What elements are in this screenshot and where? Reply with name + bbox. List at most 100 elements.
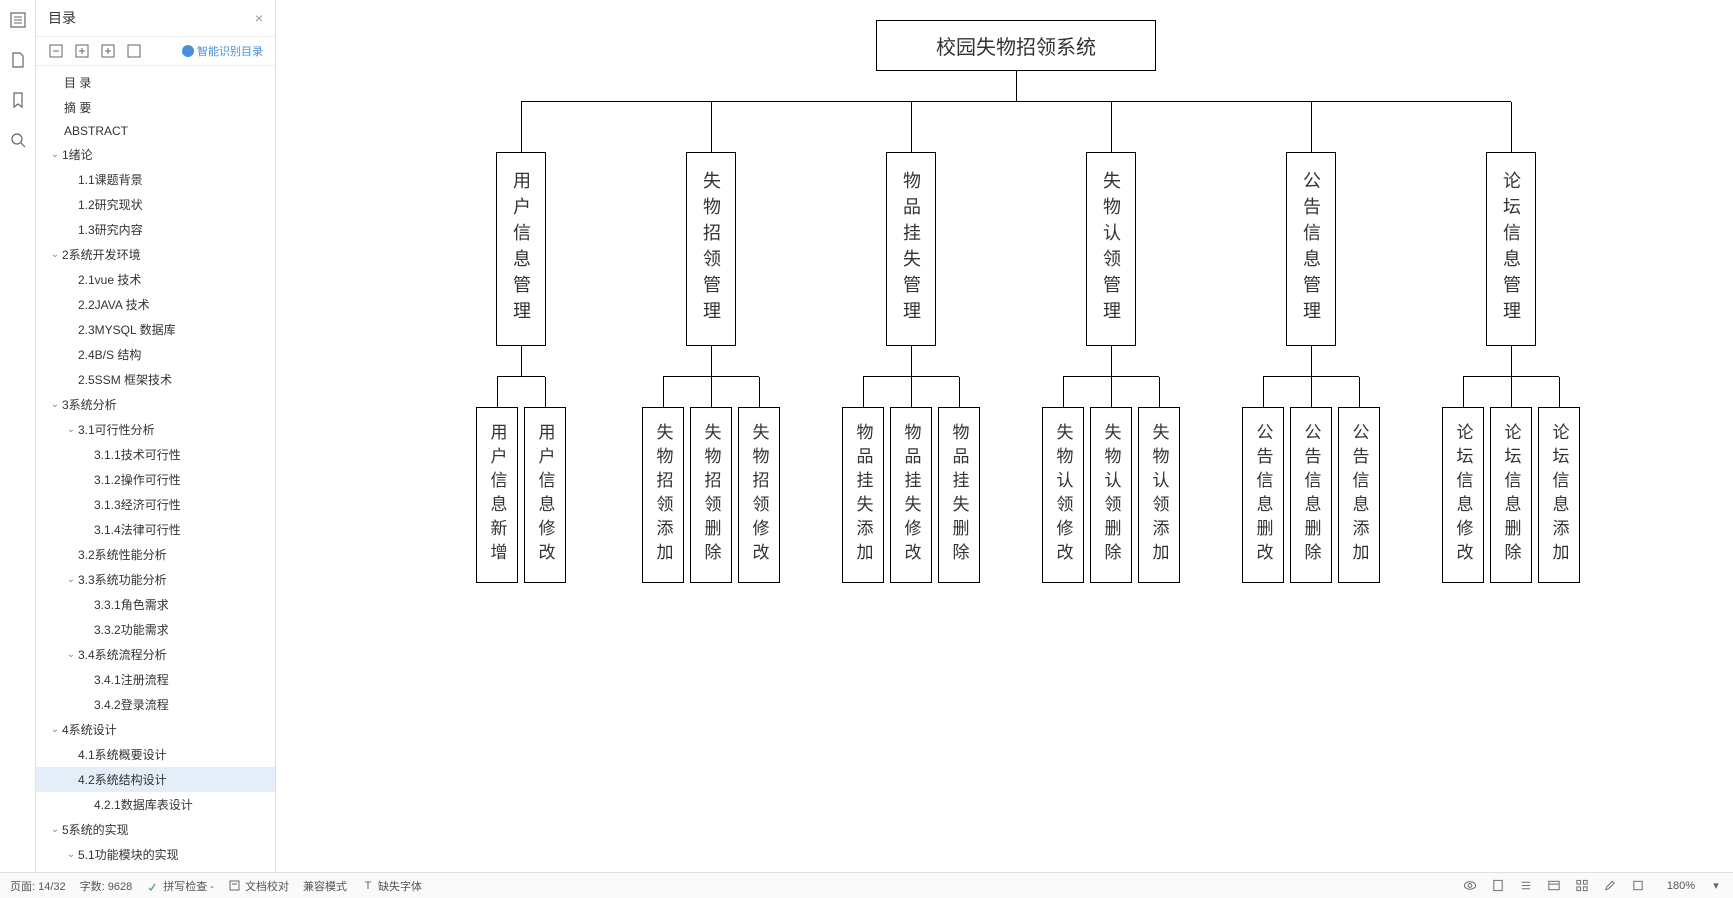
toc-item-label: 3.3系统功能分析 [78,571,167,588]
toc-item[interactable]: 2.1vue 技术 [36,267,275,292]
toc-item[interactable]: ABSTRACT [36,120,275,142]
view-web-icon[interactable] [1547,879,1561,893]
toc-item[interactable]: 1.1课题背景 [36,167,275,192]
diagram-branch: 公告信息管理公告信息删改公告信息删除公告信息添加 [1211,102,1411,583]
chevron-down-icon[interactable]: ⌄ [48,724,62,735]
diagram-sub-box: 用户信息新增 [476,407,518,583]
diagram-sub-box: 物品挂失修改 [890,407,932,583]
toc-item[interactable]: 3.2系统性能分析 [36,542,275,567]
toc-item[interactable]: 3.4.1注册流程 [36,667,275,692]
diagram-branch: 物品挂失管理物品挂失添加物品挂失修改物品挂失删除 [811,102,1011,583]
toc-item[interactable]: 3.3.2功能需求 [36,617,275,642]
toc-item[interactable]: ⌄3.3系统功能分析 [36,567,275,592]
settings-icon[interactable] [126,43,142,59]
toc-item[interactable]: 目 录 [36,70,275,95]
toc-item-label: 4.2.1数据库表设计 [94,796,193,813]
diagram-sub-box: 公告信息删改 [1242,407,1284,583]
close-icon[interactable]: × [255,10,263,26]
expand-all-icon[interactable] [74,43,90,59]
toc-item[interactable]: 3.1.4法律可行性 [36,517,275,542]
diagram-root-box: 校园失物招领系统 [876,20,1156,71]
spellcheck-toggle[interactable]: 拼写检查 - [146,878,214,894]
toc-item-label: 3.1.1技术可行性 [94,446,181,463]
toc-item[interactable]: 3.1.1技术可行性 [36,442,275,467]
chevron-down-icon[interactable]: ⌄ [64,849,78,860]
toc-item[interactable]: ⌄3.4系统流程分析 [36,642,275,667]
zoom-fit-icon[interactable] [1631,879,1645,893]
word-count[interactable]: 字数: 9628 [80,878,133,894]
toc-item-label: ABSTRACT [64,124,128,138]
diagram-sub-box: 论坛信息修改 [1442,407,1484,583]
toc-item[interactable]: ⌄5系统的实现 [36,817,275,842]
diagram-sub-box: 物品挂失添加 [842,407,884,583]
toc-item[interactable]: 2.4B/S 结构 [36,342,275,367]
toc-item-label: 1.3研究内容 [78,221,143,238]
missing-font-button[interactable]: T 缺失字体 [361,878,422,894]
compat-mode[interactable]: 兼容模式 [303,878,347,894]
search-icon[interactable] [8,130,28,150]
toc-item-label: 3.3.1角色需求 [94,596,169,613]
toc-item[interactable]: ⌄1绪论 [36,142,275,167]
toc-item-label: 3.1.4法律可行性 [94,521,181,538]
toc-item[interactable]: 3.1.2操作可行性 [36,467,275,492]
add-icon[interactable] [100,43,116,59]
bookmark-icon[interactable] [8,90,28,110]
toc-item[interactable]: 3.4.2登录流程 [36,692,275,717]
outline-icon[interactable] [8,10,28,30]
view-page-icon[interactable] [1491,879,1505,893]
diagram-branch: 失物认领管理失物认领修改失物认领删除失物认领添加 [1011,102,1211,583]
zoom-value[interactable]: 180% [1659,880,1695,892]
toc-item[interactable]: ⌄3.1可行性分析 [36,417,275,442]
statusbar: 页面: 14/32 字数: 9628 拼写检查 - 文档校对 兼容模式 T 缺失… [0,872,1733,898]
view-eye-icon[interactable] [1463,879,1477,893]
chevron-down-icon[interactable]: ⌄ [48,399,62,410]
diagram-sub-box: 公告信息添加 [1338,407,1380,583]
smart-toc-button[interactable]: 智能识别目录 [182,43,263,59]
toc-item[interactable]: 4.1系统概要设计 [36,742,275,767]
view-edit-icon[interactable] [1603,879,1617,893]
toc-item[interactable]: 2.3MYSQL 数据库 [36,317,275,342]
chevron-down-icon[interactable]: ⌄ [64,649,78,660]
toc-item-label: 2.4B/S 结构 [78,346,141,363]
toc-item-label: 1.2研究现状 [78,196,143,213]
diagram-module-box: 用户信息管理 [496,152,546,346]
toc-item[interactable]: 1.3研究内容 [36,217,275,242]
page-icon[interactable] [8,50,28,70]
toc-item[interactable]: 3.3.1角色需求 [36,592,275,617]
chevron-down-icon[interactable]: ⌄ [48,249,62,260]
page-counter[interactable]: 页面: 14/32 [10,878,66,894]
collapse-all-icon[interactable] [48,43,64,59]
zoom-dropdown-icon[interactable]: ▾ [1709,879,1723,893]
left-toolbar [0,0,36,872]
chevron-down-icon[interactable]: ⌄ [48,824,62,835]
toc-item[interactable]: 4.2.1数据库表设计 [36,792,275,817]
smart-toc-icon [182,45,194,57]
toc-item[interactable]: ⌄3系统分析 [36,392,275,417]
spellcheck-icon [146,879,160,893]
toc-item[interactable]: 2.2JAVA 技术 [36,292,275,317]
diagram-branch: 论坛信息管理论坛信息修改论坛信息删除论坛信息添加 [1411,102,1611,583]
toc-item[interactable]: ⌄2系统开发环境 [36,242,275,267]
diagram-sub-box: 论坛信息删除 [1490,407,1532,583]
toc-item[interactable]: ⌄5.1功能模块的实现 [36,842,275,867]
toc-list[interactable]: 目 录摘 要 ABSTRACT ⌄1绪论1.1课题背景 1.2研究现状 1.3研究内容 ⌄… [36,66,275,872]
toc-sidebar: 目录 × 智能识别目录 目 录摘 要ABSTRACT⌄1绪论1.1课题背景1.2… [36,0,276,872]
chevron-down-icon[interactable]: ⌄ [48,149,62,160]
toc-item-label: 2.1vue 技术 [78,271,141,288]
toc-item-label: 5.1功能模块的实现 [78,846,179,863]
diagram-sub-box: 失物招领添加 [642,407,684,583]
toc-item[interactable]: 摘 要 [36,95,275,120]
diagram-sub-box: 失物认领添加 [1138,407,1180,583]
proofread-button[interactable]: 文档校对 [228,878,289,894]
toc-item[interactable]: 1.2研究现状 [36,192,275,217]
diagram-module-box: 失物招领管理 [686,152,736,346]
view-outline-icon[interactable] [1519,879,1533,893]
chevron-down-icon[interactable]: ⌄ [64,574,78,585]
toc-item[interactable]: 3.1.3经济可行性 [36,492,275,517]
toc-item-label: 3.2系统性能分析 [78,546,167,563]
toc-item[interactable]: ⌄4系统设计 [36,717,275,742]
toc-item[interactable]: 2.5SSM 框架技术 [36,367,275,392]
toc-item[interactable]: 4.2系统结构设计 [36,767,275,792]
view-grid-icon[interactable] [1575,879,1589,893]
chevron-down-icon[interactable]: ⌄ [64,424,78,435]
